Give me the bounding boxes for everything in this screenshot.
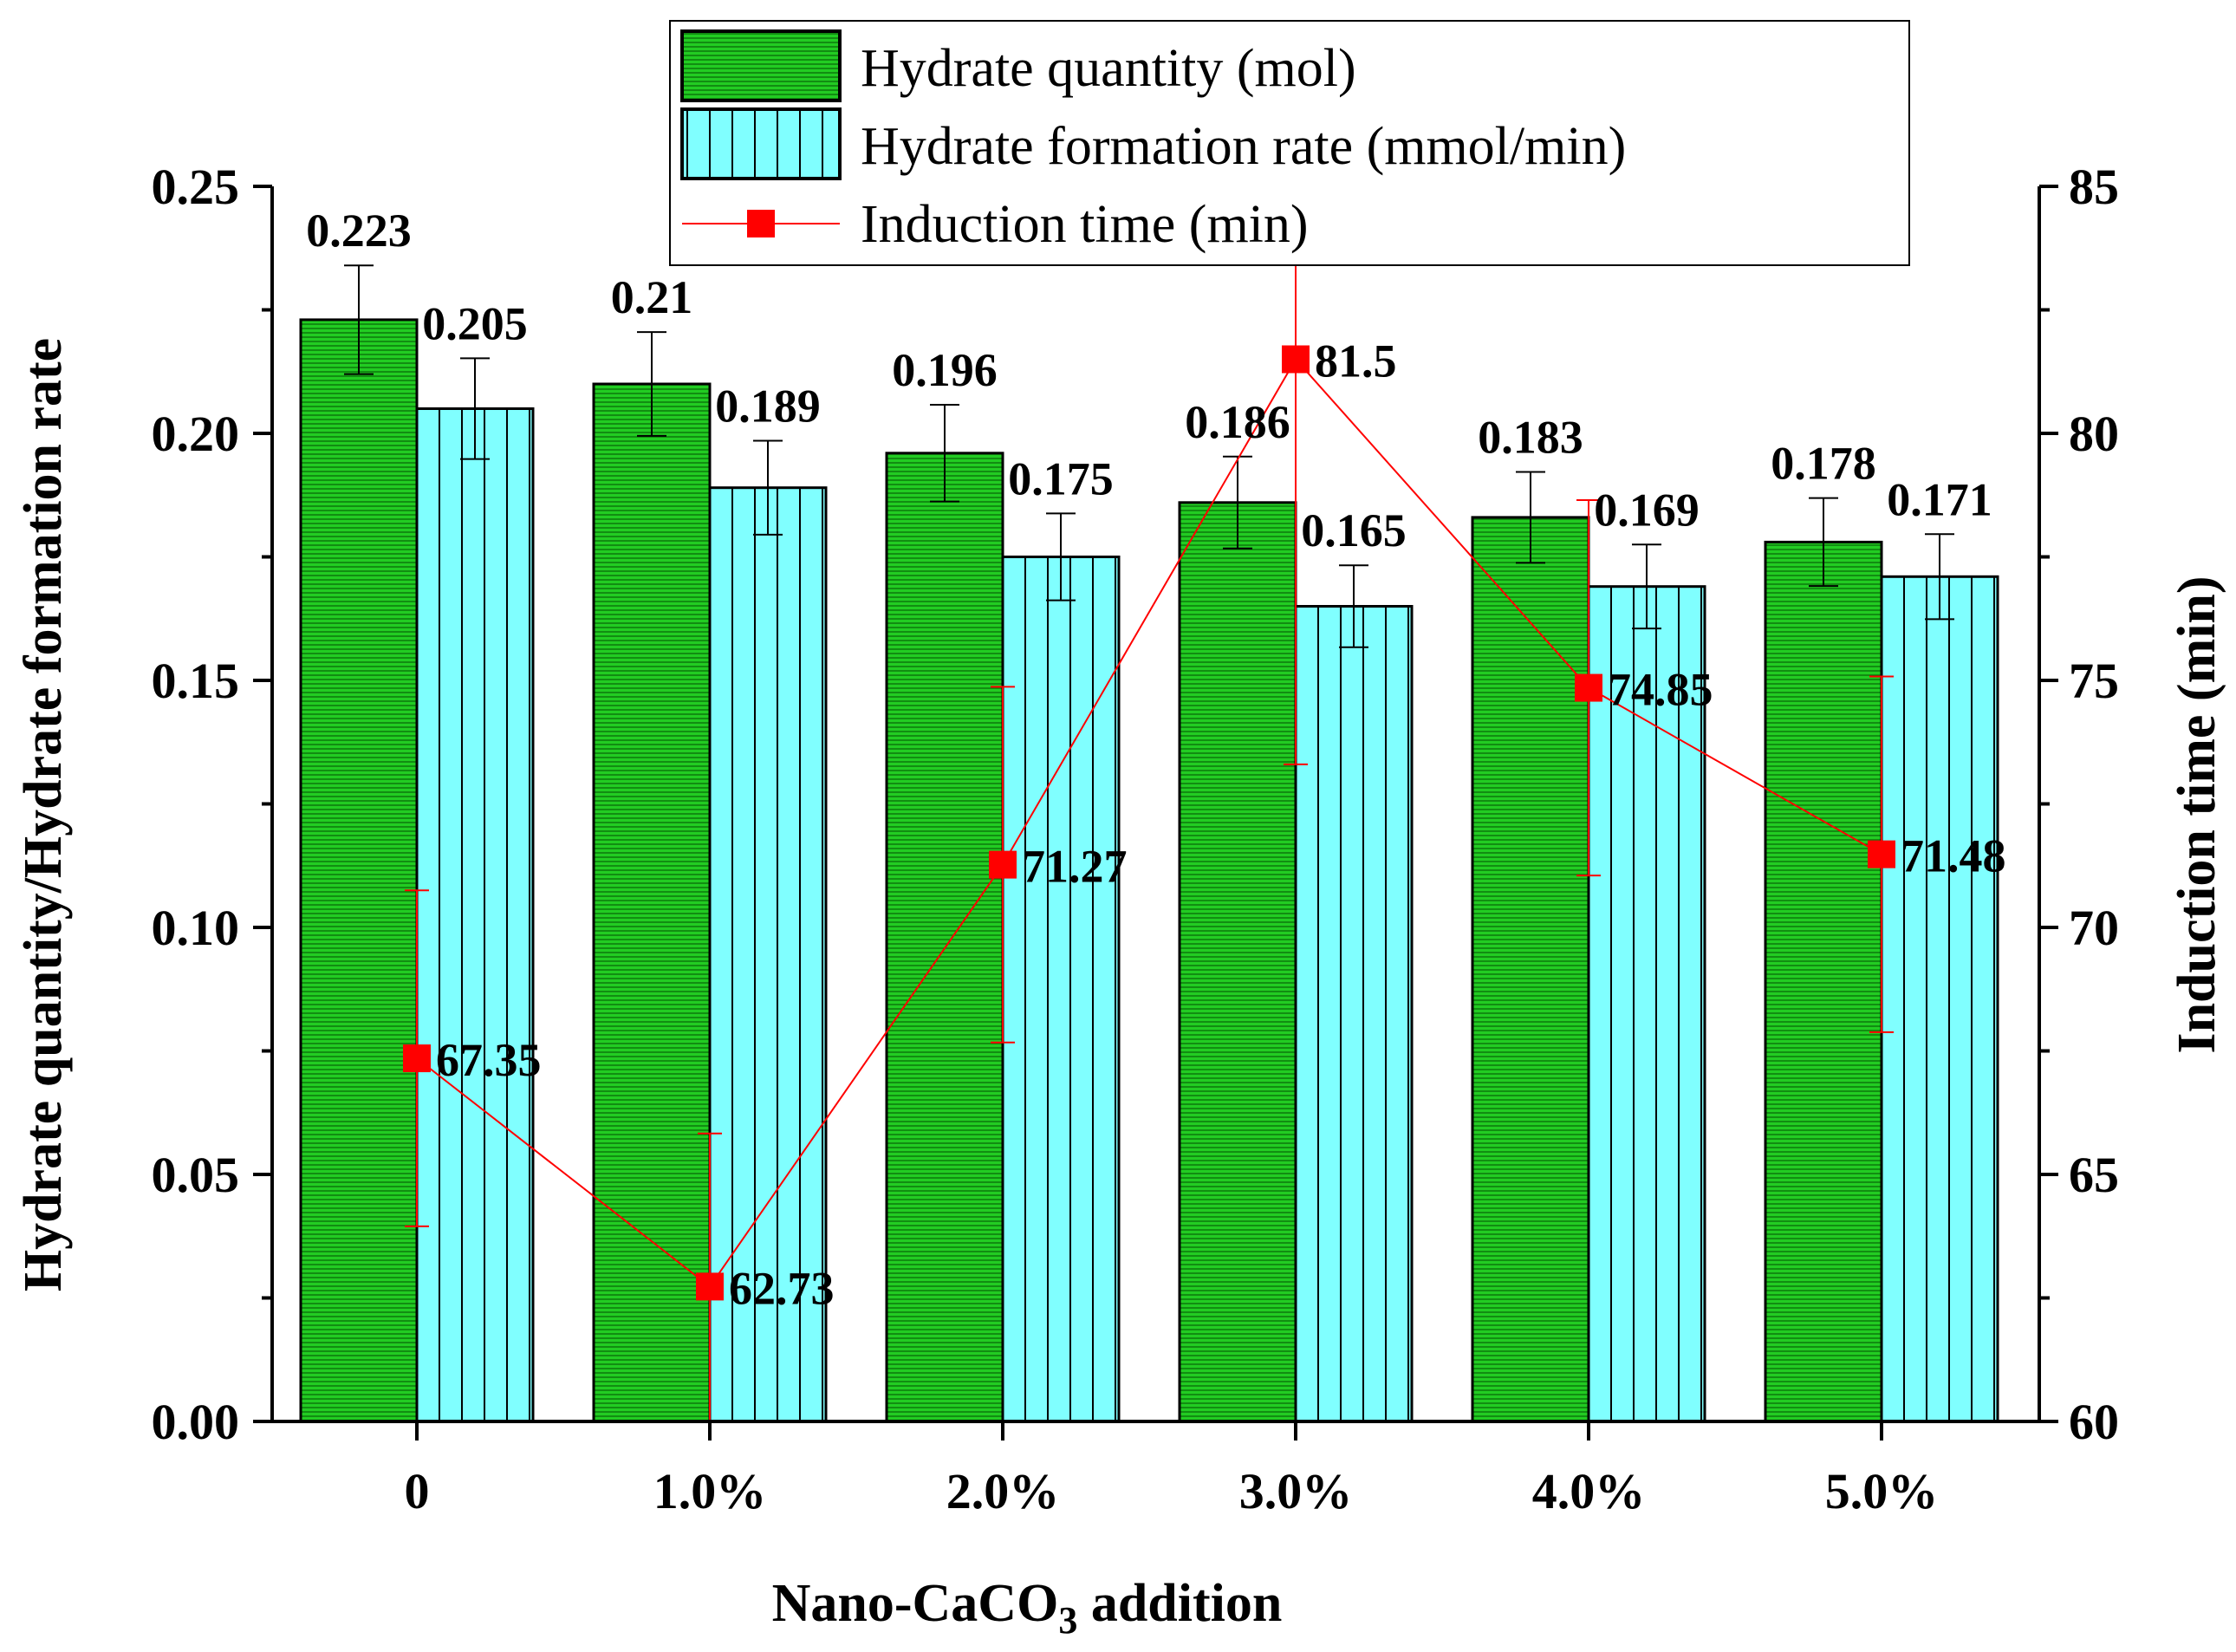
label-quantity-2: 0.196 — [892, 344, 998, 396]
label-rate-0: 0.205 — [422, 297, 528, 349]
x-tick-label-4: 4.0% — [1532, 1463, 1646, 1519]
axes-layer: 0.00 0.05 0.10 0.15 0.20 0.25 60 65 70 75 80 85 0 1.0… — [152, 159, 2120, 1519]
bar-rate-4 — [1587, 585, 1706, 1423]
induction-marker-5 — [1868, 840, 1895, 868]
y-tick-label-2: 0.10 — [152, 900, 240, 956]
bar-rate-2 — [1001, 556, 1121, 1423]
y-tick-label-5: 0.25 — [152, 159, 240, 215]
x-tick-label-2: 2.0% — [946, 1463, 1060, 1519]
y2-tick-label-5: 85 — [2069, 159, 2119, 215]
legend-label-quantity: Hydrate quantity (mol) — [861, 39, 1356, 98]
label-quantity-5: 0.178 — [1771, 438, 1876, 490]
legend: Hydrate quantity (mol) Hydrate formation… — [669, 20, 1910, 266]
y-tick-label-4: 0.20 — [152, 406, 240, 462]
bar-rate-5 — [1880, 575, 1999, 1423]
y2-tick-label-1: 65 — [2069, 1147, 2119, 1203]
legend-swatch-rate — [680, 107, 842, 180]
label-induction-2: 71.27 — [1022, 841, 1128, 893]
y2-tick-label-4: 80 — [2069, 406, 2119, 462]
x-tick-label-3: 3.0% — [1239, 1463, 1353, 1519]
induction-marker-0 — [403, 1044, 431, 1073]
x-axis-title-tail: addition — [1077, 1574, 1282, 1633]
bar-quantity-5 — [1764, 540, 1883, 1423]
legend-label-rate: Hydrate formation rate (mmol/min) — [861, 117, 1626, 176]
label-rate-3: 0.165 — [1301, 504, 1407, 556]
x-axis-title-main: Nano-CaCO — [772, 1574, 1059, 1633]
induction-marker-3 — [1282, 345, 1310, 374]
y-tick-label-0: 0.00 — [152, 1394, 240, 1450]
label-induction-1: 62.73 — [729, 1262, 835, 1314]
x-axis-title-subscript: 3 — [1058, 1599, 1077, 1642]
label-induction-0: 67.35 — [436, 1034, 542, 1086]
y2-tick-label-0: 60 — [2069, 1394, 2119, 1450]
legend-marker-induction — [747, 210, 775, 237]
x-axis-title: Nano-CaCO3 addition — [772, 1574, 1283, 1642]
x-tick-label-5: 5.0% — [1825, 1463, 1939, 1519]
induction-line — [416, 357, 1882, 1288]
y2-axis-title: Induction time (min) — [2168, 576, 2226, 1053]
bar-rate-3 — [1294, 605, 1414, 1423]
bar-quantity-1 — [592, 382, 712, 1423]
label-quantity-0: 0.223 — [306, 205, 412, 257]
label-rate-2: 0.175 — [1008, 452, 1114, 504]
y2-tick-label-3: 75 — [2069, 653, 2119, 709]
legend-label-induction: Induction time (min) — [861, 195, 1309, 254]
label-rate-1: 0.189 — [715, 380, 821, 433]
induction-marker-2 — [989, 850, 1017, 879]
y-axis-title: Hydrate quantity/Hydrate formation rate — [14, 338, 73, 1291]
label-rate-5: 0.171 — [1887, 473, 1992, 525]
label-induction-3: 81.5 — [1315, 335, 1397, 387]
bar-quantity-0 — [299, 318, 419, 1423]
legend-swatch-quantity — [680, 29, 842, 102]
bar-rate-0 — [415, 407, 535, 1423]
bar-quantity-3 — [1178, 501, 1297, 1423]
y-tick-label-1: 0.05 — [152, 1147, 240, 1203]
bar-quantity-2 — [885, 452, 1004, 1423]
label-quantity-4: 0.183 — [1478, 411, 1583, 463]
label-induction-4: 74.85 — [1608, 664, 1713, 716]
induction-line-layer — [403, 345, 1895, 1301]
x-tick-label-0: 0 — [405, 1463, 430, 1519]
error-bars-layer — [344, 185, 1954, 1422]
label-rate-4: 0.169 — [1594, 484, 1700, 536]
legend-box — [669, 20, 1910, 266]
label-quantity-3: 0.186 — [1185, 396, 1290, 448]
y-tick-label-3: 0.15 — [152, 653, 240, 709]
bars-layer — [299, 318, 1999, 1423]
x-tick-label-1: 1.0% — [653, 1463, 767, 1519]
induction-marker-1 — [696, 1272, 724, 1301]
y2-tick-label-2: 70 — [2069, 900, 2119, 956]
bar-rate-1 — [708, 486, 828, 1423]
induction-marker-4 — [1575, 673, 1602, 702]
label-quantity-1: 0.21 — [611, 271, 693, 323]
bar-quantity-4 — [1471, 516, 1590, 1423]
label-induction-5: 71.48 — [1901, 830, 2006, 882]
